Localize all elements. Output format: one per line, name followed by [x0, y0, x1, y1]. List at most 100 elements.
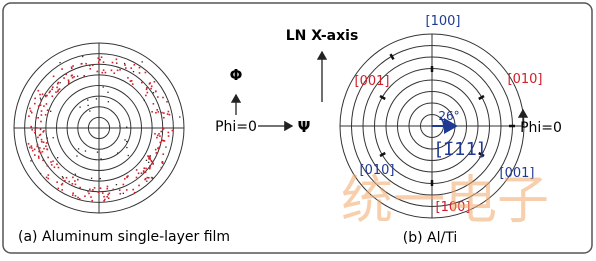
dot — [38, 150, 40, 153]
dot — [126, 140, 128, 143]
dot — [162, 153, 165, 155]
dot — [158, 133, 160, 135]
dot — [119, 68, 121, 71]
dot — [91, 64, 94, 67]
dot — [129, 80, 132, 82]
dot — [102, 86, 104, 88]
dot — [89, 67, 92, 70]
dot — [44, 95, 47, 98]
dot — [103, 199, 105, 202]
dot — [70, 67, 73, 70]
dot — [45, 176, 48, 179]
pole-label: [100] — [436, 200, 471, 215]
dot — [151, 110, 153, 113]
dot — [36, 127, 38, 129]
dot — [28, 115, 30, 117]
dot — [51, 86, 54, 89]
dot — [156, 134, 159, 137]
dot — [167, 110, 170, 113]
dot — [157, 96, 159, 98]
dot — [107, 197, 110, 199]
dot — [72, 176, 74, 179]
dot — [99, 187, 102, 189]
dot — [143, 167, 146, 170]
dot — [96, 70, 99, 73]
dot — [149, 82, 151, 84]
psi-symbol: Ψ — [298, 118, 311, 136]
dot — [38, 134, 41, 137]
dot — [72, 192, 74, 195]
dot — [146, 180, 148, 182]
pole-mark — [379, 94, 386, 101]
dot — [71, 74, 73, 77]
dot — [79, 106, 81, 108]
dot — [116, 69, 119, 72]
dot — [89, 65, 91, 67]
dot — [132, 70, 135, 73]
dot — [44, 94, 47, 97]
dot — [149, 166, 151, 168]
dot — [150, 176, 153, 179]
dot — [87, 104, 89, 107]
dot — [56, 163, 58, 166]
dot — [149, 165, 151, 167]
dot — [115, 58, 118, 61]
dot — [34, 97, 36, 100]
dot — [106, 187, 109, 190]
dot — [150, 160, 153, 163]
watermark: 统一电子 — [341, 171, 549, 231]
dot — [57, 90, 59, 93]
dot — [46, 109, 49, 111]
dot — [144, 171, 147, 173]
dot — [179, 116, 181, 118]
dot — [56, 86, 58, 89]
dot — [171, 129, 174, 132]
dot — [126, 175, 128, 178]
dot — [42, 141, 45, 144]
dot — [101, 192, 104, 194]
pole-label: [001] — [355, 74, 390, 89]
dot — [141, 81, 143, 84]
dot — [46, 148, 48, 151]
dot — [168, 113, 171, 116]
dot — [29, 146, 31, 149]
dot — [42, 159, 44, 162]
dot — [30, 111, 33, 114]
dot — [56, 181, 58, 183]
dot — [92, 189, 94, 191]
dot — [84, 150, 87, 152]
dot — [157, 147, 159, 149]
dot — [39, 93, 41, 96]
dot — [145, 94, 147, 97]
dot — [56, 157, 59, 159]
dot — [52, 137, 54, 139]
dot — [150, 85, 153, 88]
dot — [71, 194, 74, 196]
dot — [101, 71, 104, 74]
dot — [153, 80, 156, 83]
dot — [107, 101, 110, 103]
dot — [127, 154, 129, 157]
dot — [152, 103, 155, 105]
dot — [113, 72, 116, 74]
dot — [122, 183, 125, 186]
left-pole-figure — [13, 42, 185, 214]
dot — [161, 139, 164, 142]
dot — [127, 77, 129, 79]
dot — [166, 113, 169, 115]
dot — [52, 75, 55, 78]
dot — [145, 167, 147, 170]
dot — [43, 105, 45, 107]
dot — [73, 75, 75, 78]
dot — [76, 155, 78, 157]
dot — [97, 61, 100, 64]
dot — [40, 120, 42, 123]
dot — [61, 182, 64, 185]
dot — [106, 185, 109, 188]
dot — [43, 147, 45, 150]
dot — [155, 152, 158, 154]
dot — [59, 82, 61, 84]
dot — [135, 176, 138, 179]
dot — [142, 170, 145, 172]
dot — [148, 157, 150, 160]
